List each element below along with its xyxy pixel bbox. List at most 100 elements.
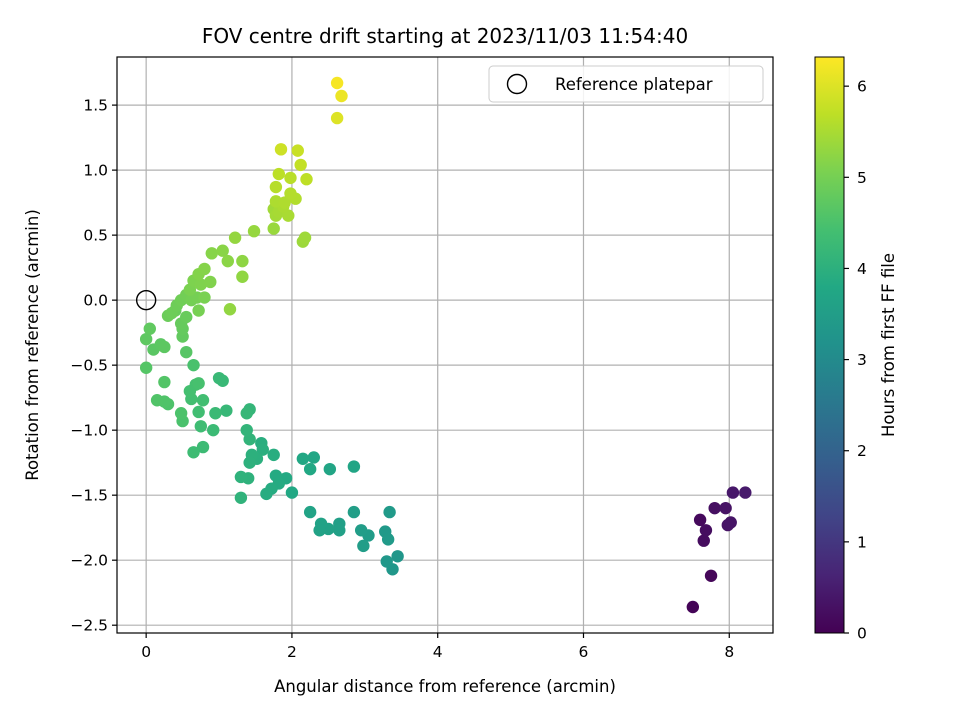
legend-label-reference: Reference platepar xyxy=(555,75,713,94)
data-point xyxy=(330,76,344,90)
data-point xyxy=(204,275,217,289)
y-tick-label: 1.0 xyxy=(83,162,108,180)
data-point xyxy=(158,340,171,354)
data-point xyxy=(240,407,253,420)
data-point xyxy=(234,491,248,504)
x-tick-label: 8 xyxy=(724,643,734,661)
data-point xyxy=(347,505,361,519)
data-point xyxy=(209,407,222,420)
data-point xyxy=(143,322,156,335)
data-point xyxy=(278,196,291,209)
data-point xyxy=(240,423,253,437)
y-axis-ticks: −2.5 −2.0 −1.5 −1.0 −0.5 0.0 0.5 1.0 1.5 xyxy=(70,97,117,635)
data-point xyxy=(194,278,208,291)
data-point xyxy=(243,456,256,469)
colorbar-ticks: 0 1 2 3 4 5 6 xyxy=(844,78,867,643)
grid xyxy=(117,57,773,633)
colorbar-tick-label: 0 xyxy=(857,625,867,643)
data-point xyxy=(198,262,211,276)
data-point xyxy=(291,144,304,157)
data-point xyxy=(380,555,393,568)
scatter-points xyxy=(139,76,752,614)
data-point xyxy=(236,270,249,283)
data-point xyxy=(196,440,210,454)
data-point xyxy=(267,222,280,235)
colorbar-tick-label: 4 xyxy=(857,260,867,278)
y-tick-label: −1.0 xyxy=(70,422,108,440)
data-point xyxy=(234,470,248,484)
data-point xyxy=(719,501,732,515)
data-point xyxy=(724,516,737,529)
y-tick-label: 0.0 xyxy=(83,292,108,310)
colorbar-tick-label: 5 xyxy=(857,169,867,187)
x-axis-ticks: 0 2 4 6 8 xyxy=(141,633,734,661)
data-point xyxy=(236,254,249,268)
data-point xyxy=(223,303,237,316)
data-point xyxy=(704,569,718,582)
x-tick-label: 4 xyxy=(433,643,443,661)
y-tick-label: 1.5 xyxy=(83,97,108,115)
data-point xyxy=(194,420,208,433)
data-point xyxy=(256,443,269,456)
data-point xyxy=(333,524,346,537)
plot-frame xyxy=(116,56,774,634)
data-point xyxy=(307,451,320,464)
data-point xyxy=(726,486,740,499)
x-tick-label: 0 xyxy=(141,643,151,661)
data-point xyxy=(739,486,752,499)
data-point xyxy=(330,111,344,125)
data-point xyxy=(216,244,229,257)
data-point xyxy=(198,291,211,304)
data-point xyxy=(139,332,153,346)
data-point xyxy=(693,513,707,527)
data-point xyxy=(247,225,261,238)
colorbar-gradient xyxy=(814,56,845,634)
chart-title: FOV centre drift starting at 2023/11/03 … xyxy=(202,24,688,48)
data-point xyxy=(220,404,233,417)
y-tick-label: −1.5 xyxy=(70,487,108,505)
data-point xyxy=(192,377,205,390)
y-tick-label: 0.5 xyxy=(83,227,108,245)
data-point xyxy=(381,533,395,546)
colorbar-tick-label: 1 xyxy=(857,533,867,551)
data-point xyxy=(335,89,348,103)
colorbar-tick-label: 2 xyxy=(857,442,867,460)
y-tick-label: −2.0 xyxy=(70,552,108,570)
data-point xyxy=(313,524,326,537)
data-point xyxy=(285,486,299,499)
x-tick-label: 6 xyxy=(579,643,589,661)
data-point xyxy=(207,423,220,437)
data-point xyxy=(205,247,218,260)
legend: Reference platepar xyxy=(488,65,764,103)
data-point xyxy=(274,143,288,156)
data-point xyxy=(221,254,234,268)
data-point xyxy=(267,448,280,462)
data-point xyxy=(383,505,396,519)
data-point xyxy=(347,460,361,473)
data-point xyxy=(180,310,193,324)
y-tick-label: −0.5 xyxy=(70,357,108,375)
data-point xyxy=(174,407,188,420)
data-point xyxy=(187,446,200,459)
colorbar: 0 1 2 3 4 5 6 Hours from first FF file xyxy=(814,56,898,643)
data-point xyxy=(298,231,312,244)
data-point xyxy=(300,173,313,186)
data-point xyxy=(296,452,310,465)
data-point xyxy=(708,501,721,515)
y-axis-label: Rotation from reference (arcmin) xyxy=(23,209,42,481)
data-point xyxy=(192,405,205,419)
colorbar-tick-label: 6 xyxy=(857,78,867,96)
reference-marker-layer xyxy=(135,289,157,311)
data-point xyxy=(391,550,404,563)
data-point xyxy=(323,462,337,476)
colorbar-tick-label: 3 xyxy=(857,351,867,369)
data-point xyxy=(303,462,317,476)
x-axis-label: Angular distance from reference (arcmin) xyxy=(274,677,616,696)
y-tick-label: −2.5 xyxy=(70,617,108,635)
data-point xyxy=(272,167,286,181)
data-point xyxy=(260,487,273,501)
reference-platepar-marker xyxy=(135,289,157,311)
data-point xyxy=(354,524,368,537)
data-point xyxy=(269,180,283,194)
